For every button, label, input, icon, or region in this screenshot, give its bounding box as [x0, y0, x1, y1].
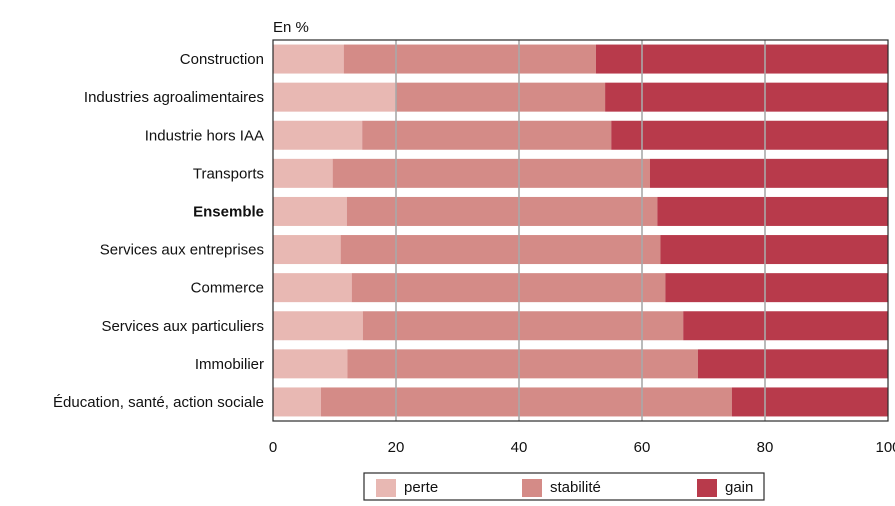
bar-segment-gain	[605, 82, 888, 112]
bar-segment-gain	[731, 387, 888, 417]
category-label: Transports	[193, 165, 264, 182]
bar-segment-stabilité	[396, 82, 606, 112]
bar-segment-gain	[649, 158, 888, 188]
category-label: Industrie hors IAA	[145, 127, 264, 144]
bar-segment-gain	[657, 196, 888, 226]
legend-label-gain: gain	[725, 479, 753, 496]
category-label: Immobilier	[195, 356, 264, 373]
bar-segment-gain	[683, 311, 888, 341]
bars-layer	[272, 39, 889, 422]
x-tick-label: 100	[875, 439, 895, 456]
bar-segment-perte	[273, 196, 347, 226]
bar-segment-stabilité	[351, 273, 666, 303]
bar-segment-stabilité	[346, 196, 658, 226]
category-label: Services aux entreprises	[100, 242, 264, 259]
legend-swatch-stabilité	[522, 479, 542, 497]
bar-segment-stabilité	[362, 311, 684, 341]
category-label: Ensemble	[193, 203, 264, 220]
bar-segment-perte	[273, 44, 344, 74]
bar-segment-gain	[660, 235, 888, 265]
bar-segment-perte	[273, 273, 352, 303]
legend-label-stabilité: stabilité	[550, 479, 601, 496]
x-tick-label: 60	[634, 439, 651, 456]
bar-segment-perte	[273, 82, 396, 112]
bar-segment-stabilité	[343, 44, 596, 74]
x-axis-ticks: 0 20 40 60 80 100	[269, 439, 895, 456]
category-label: Services aux particuliers	[101, 318, 264, 335]
bar-segment-stabilité	[347, 349, 698, 379]
category-label: Éducation, santé, action sociale	[53, 394, 264, 411]
legend-swatch-perte	[376, 479, 396, 497]
bar-segment-gain	[697, 349, 888, 379]
plot-frame	[272, 39, 889, 422]
unit-label: En %	[273, 19, 309, 36]
category-label: Industries agroalimentaires	[84, 89, 264, 106]
bar-segment-gain	[665, 273, 888, 303]
bar-segment-perte	[273, 158, 333, 188]
category-label: Commerce	[191, 280, 264, 297]
x-tick-label: 40	[511, 439, 528, 456]
legend-swatch-gain	[697, 479, 717, 497]
bar-segment-gain	[611, 120, 888, 150]
bar-segment-stabilité	[362, 120, 612, 150]
x-tick-label: 80	[757, 439, 774, 456]
x-tick-label: 20	[388, 439, 405, 456]
bar-segment-stabilité	[340, 235, 661, 265]
category-label: Construction	[180, 51, 264, 68]
bar-segment-perte	[273, 235, 341, 265]
bar-segment-gain	[595, 44, 888, 74]
bar-segment-perte	[273, 387, 321, 417]
bar-segment-perte	[273, 311, 363, 341]
category-labels: Construction Industries agroalimentaires I…	[53, 51, 264, 411]
bar-segment-stabilité	[332, 158, 650, 188]
legend: perte stabilité gain	[363, 472, 765, 501]
x-tick-label: 0	[269, 439, 277, 456]
bar-segment-perte	[273, 120, 363, 150]
bar-segment-perte	[273, 349, 348, 379]
bar-segment-stabilité	[320, 387, 732, 417]
legend-label-perte: perte	[404, 479, 438, 496]
